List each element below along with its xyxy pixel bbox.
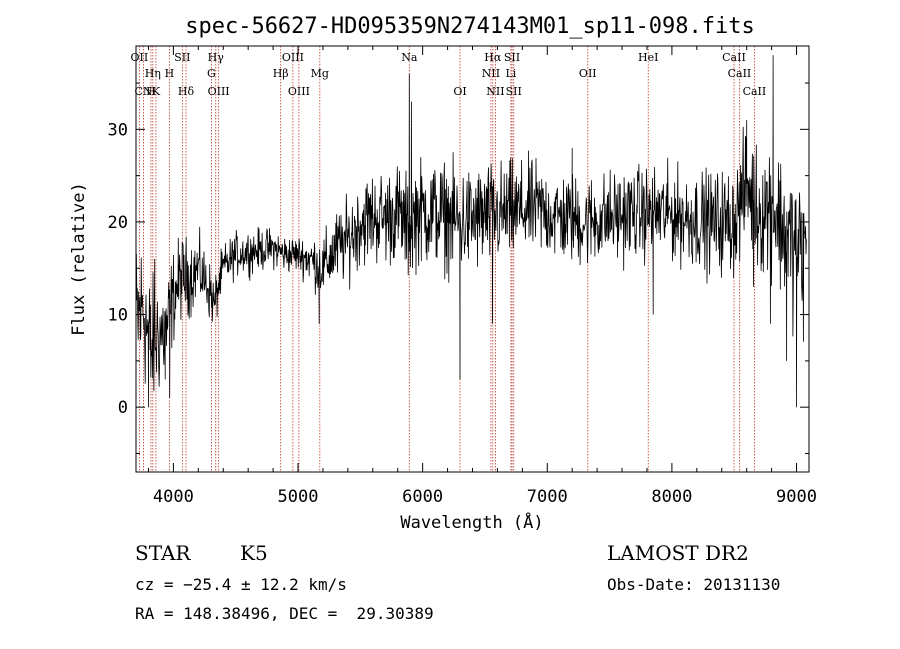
line-marker-label: OII	[579, 67, 597, 80]
line-marker-label: OII	[131, 51, 149, 64]
line-marker-label: Hα	[484, 51, 502, 64]
line-marker-label: OIII	[288, 85, 310, 98]
line-marker-label: CaII	[728, 67, 752, 80]
line-marker-label: Hη	[145, 67, 161, 80]
line-marker-label: CaII	[722, 51, 746, 64]
line-marker-label: SII	[504, 51, 520, 64]
line-marker-label: SII	[174, 51, 190, 64]
line-marker-label: H	[146, 85, 156, 98]
line-marker-label: Li	[505, 67, 516, 80]
spectrum-series	[135, 55, 807, 408]
line-marker-label: OI	[453, 85, 466, 98]
line-marker-label: NII	[486, 85, 504, 98]
line-marker-label: CaII	[743, 85, 767, 98]
redshift-value: cz = −25.4 ± 12.2 km/s	[135, 575, 347, 594]
chart-title: spec-56627-HD095359N274143M01_sp11-098.f…	[185, 14, 755, 39]
survey-name: LAMOST DR2	[607, 541, 749, 565]
y-axis-label: Flux (relative)	[69, 182, 89, 336]
line-marker-label: G	[207, 67, 216, 80]
y-axis-ticks: 0 10 20 30	[108, 82, 809, 454]
line-marker-labels: OIIHηCNHKHSIIHδHγGOIIIOIIIHβOIIIMgNaOIHα…	[131, 51, 767, 98]
x-tick-label: 5000	[278, 487, 319, 507]
x-tick-label: 4000	[153, 487, 194, 507]
object-subclass: K5	[240, 541, 268, 565]
x-axis-label: Wavelength (Å)	[400, 511, 543, 533]
line-marker-label: K	[152, 85, 161, 98]
line-marker-label: OIII	[208, 85, 230, 98]
y-tick-label: 30	[108, 120, 128, 140]
line-marker-label: Hβ	[273, 67, 289, 80]
line-marker-label: Hδ	[178, 85, 195, 98]
line-marker-label: Na	[401, 51, 418, 64]
y-tick-label: 10	[108, 306, 128, 326]
line-marker-label: OIII	[282, 51, 304, 64]
line-marker-label: HeI	[638, 51, 658, 64]
line-marker-label: CN	[134, 85, 152, 98]
line-marker-label: SII	[506, 85, 522, 98]
line-marker-label: Hγ	[208, 51, 225, 64]
plot-frame	[135, 45, 810, 473]
x-tick-label: 7000	[527, 487, 568, 507]
y-tick-label: 0	[118, 398, 128, 418]
line-marker-label: NII	[482, 67, 500, 80]
object-class: STAR	[135, 541, 191, 565]
y-tick-label: 20	[108, 213, 128, 233]
x-axis-ticks: 4000 5000 6000 7000 8000 9000	[147, 46, 817, 507]
coordinates: RA = 148.38496, DEC = 29.30389	[135, 604, 434, 623]
obs-date: Obs-Date: 20131130	[607, 575, 780, 594]
x-tick-label: 6000	[402, 487, 443, 507]
line-marker-label: Mg	[311, 67, 329, 80]
x-tick-label: 8000	[651, 487, 692, 507]
line-marker-label: H	[165, 67, 175, 80]
x-tick-label: 9000	[776, 487, 817, 507]
